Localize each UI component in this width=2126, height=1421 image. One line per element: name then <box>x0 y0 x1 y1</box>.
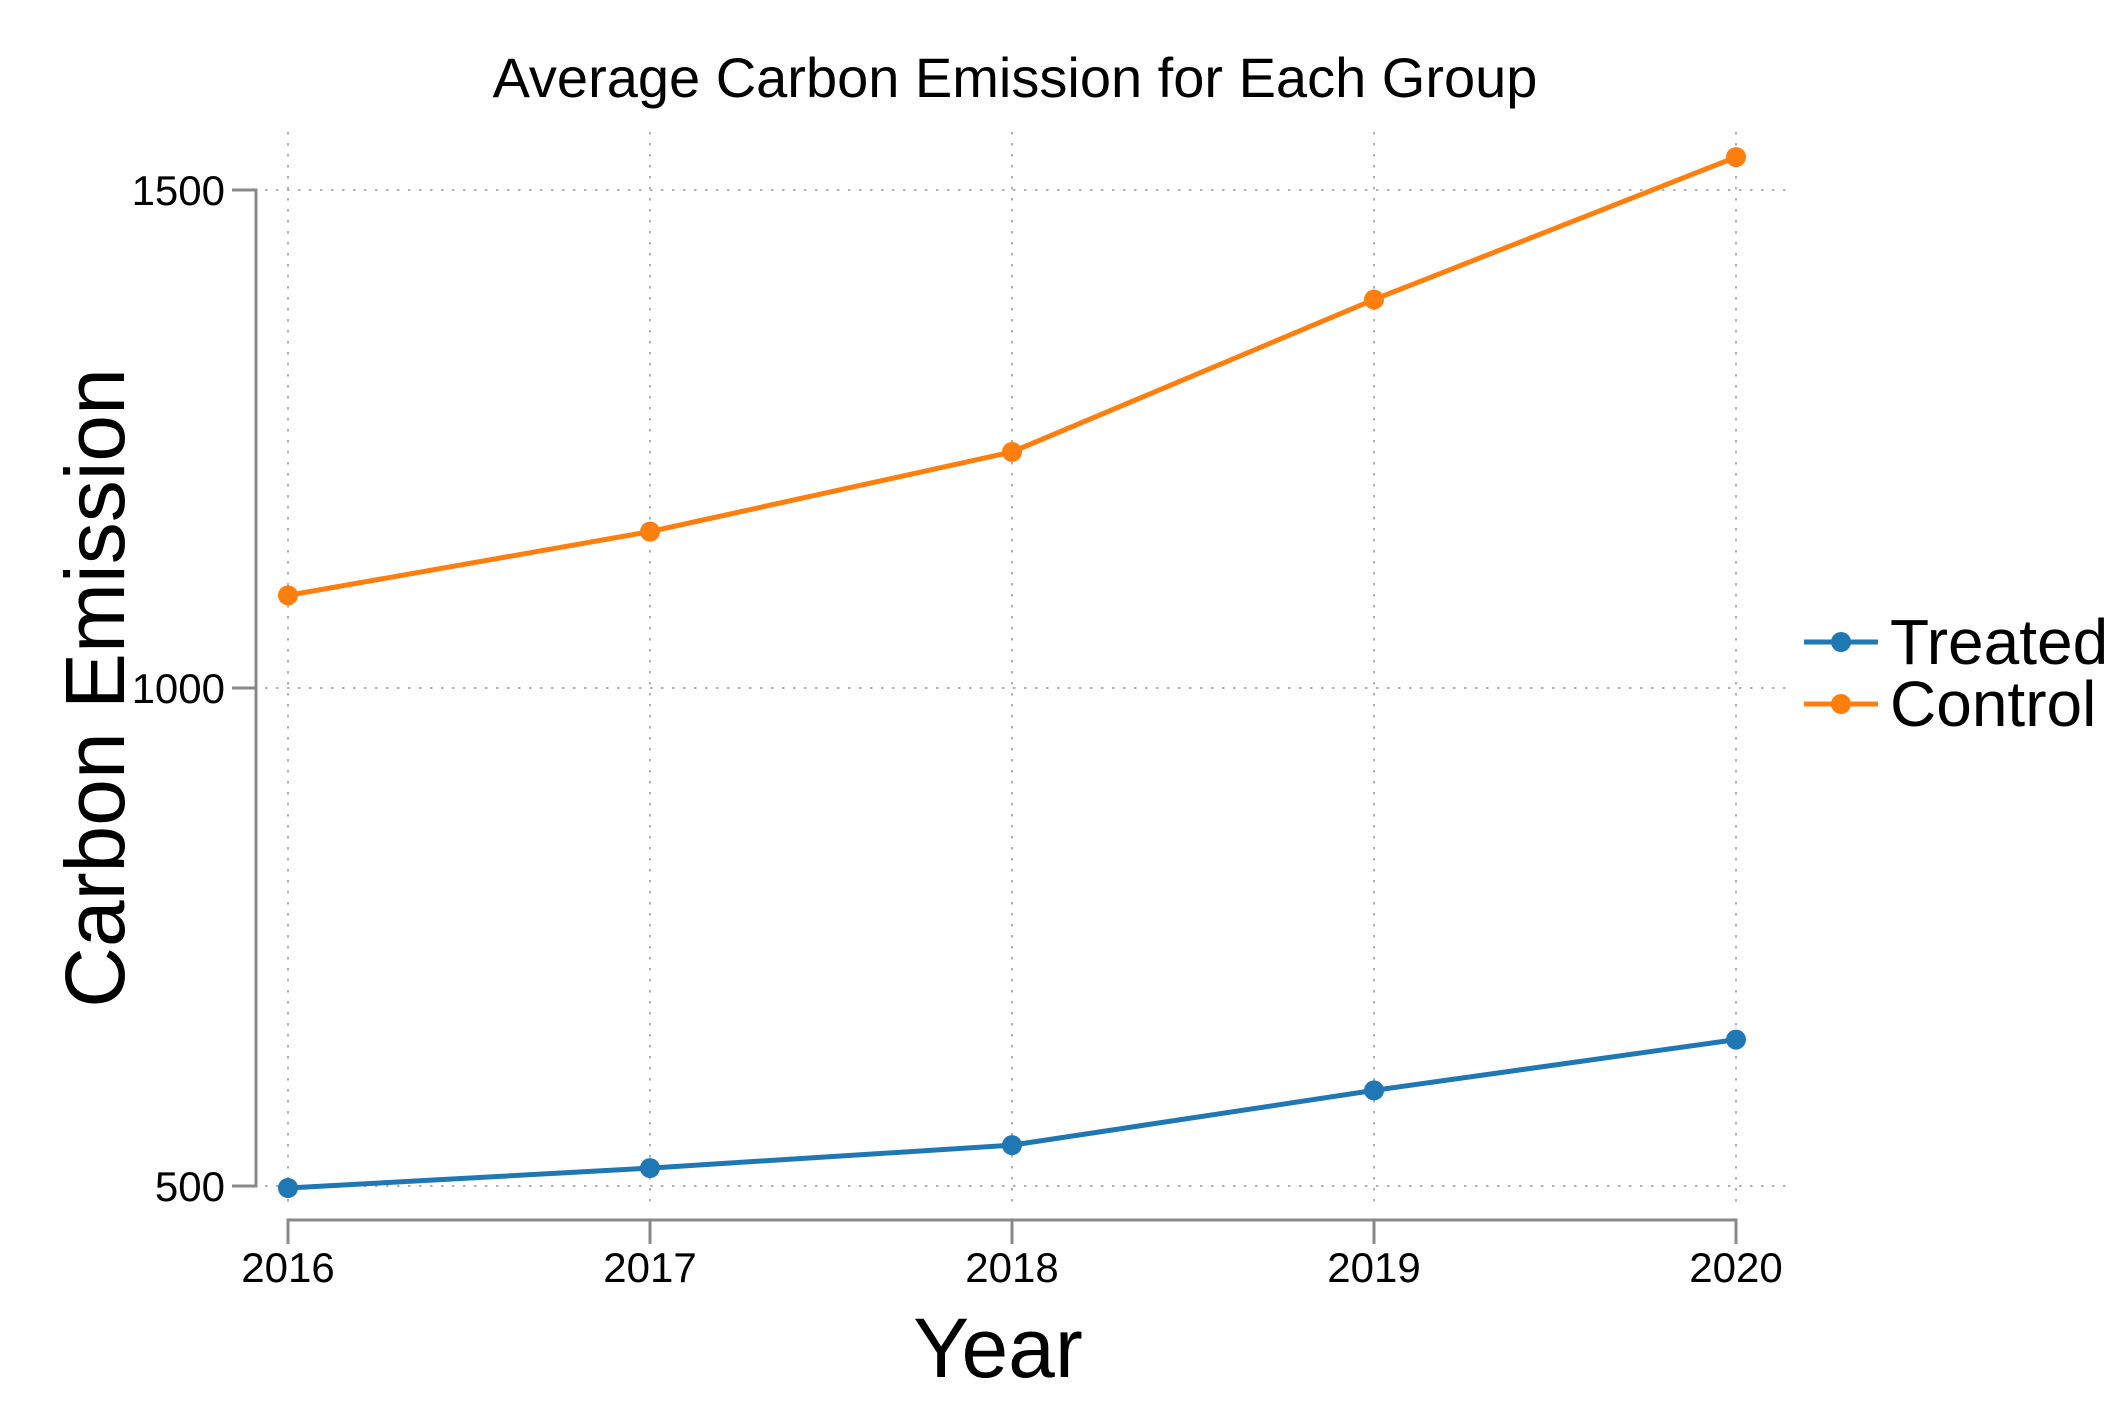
treated-series-line <box>285 1037 1739 1191</box>
y-tick-label: 1000 <box>132 665 225 712</box>
treated-data-point <box>1002 1135 1022 1156</box>
x-tick-label: 2018 <box>965 1244 1058 1291</box>
legend-label-treated: Treated <box>1890 606 2109 678</box>
control-data-point <box>1726 147 1746 168</box>
control-legend-marker-icon <box>1804 694 1878 714</box>
x-tick-label: 2016 <box>241 1244 334 1291</box>
treated-data-point <box>640 1158 660 1179</box>
chart-title: Average Carbon Emission for Each Group <box>492 46 1538 109</box>
y-tick-label: 500 <box>155 1163 225 1210</box>
control-data-point <box>640 521 660 542</box>
control-data-point <box>1002 441 1022 462</box>
x-tick-label: 2020 <box>1689 1244 1782 1291</box>
legend: Treated Control <box>1801 606 2109 740</box>
treated-legend-marker-icon <box>1804 632 1878 652</box>
x-tick-label: 2019 <box>1327 1244 1420 1291</box>
legend-label-control: Control <box>1890 668 2097 740</box>
x-axis-label: Year <box>913 1301 1083 1395</box>
legend-item-control: Control <box>1801 668 2108 740</box>
control-data-point <box>278 585 298 606</box>
x-tick-label: 2017 <box>603 1244 696 1291</box>
y-tick-label: 1500 <box>132 167 225 214</box>
treated-data-point <box>1726 1029 1746 1050</box>
legend-item-treated: Treated <box>1801 606 2109 678</box>
control-data-point <box>1364 289 1384 310</box>
treated-data-point <box>1364 1080 1384 1101</box>
treated-data-point <box>278 1177 298 1198</box>
